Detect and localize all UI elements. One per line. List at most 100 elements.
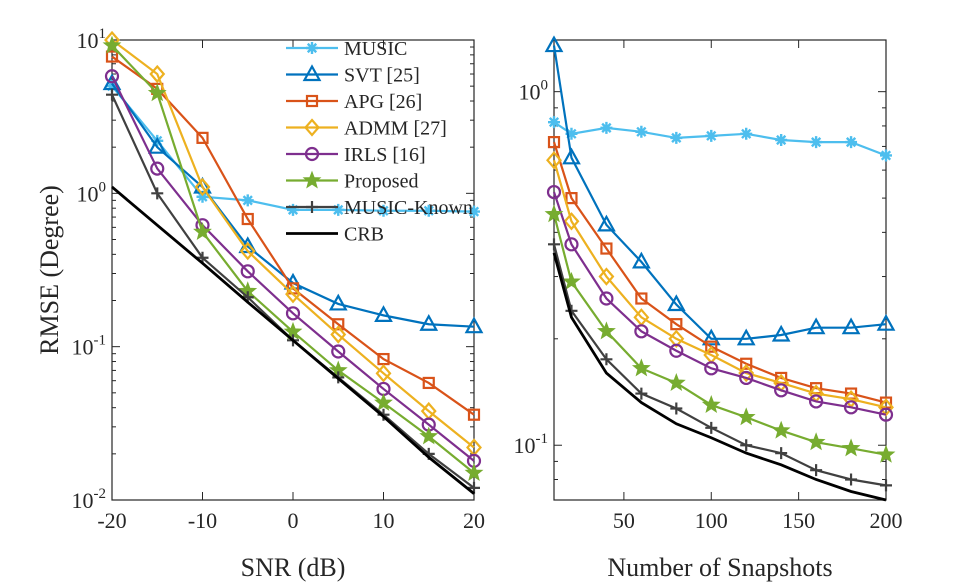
data-point-music_known xyxy=(880,479,892,492)
data-point-proposed xyxy=(374,392,393,411)
data-point-admm xyxy=(598,267,615,286)
legend-marker xyxy=(305,94,319,108)
data-point-music xyxy=(548,116,560,129)
data-point-svt xyxy=(147,136,167,154)
data-point-music_known xyxy=(810,464,823,477)
data-point-admm xyxy=(878,398,894,417)
data-point-proposed xyxy=(193,222,212,240)
data-point-svt xyxy=(631,251,651,269)
x-tick-label: 10 xyxy=(373,508,395,533)
series-line-admm xyxy=(552,159,887,409)
x-tick-label: -10 xyxy=(188,508,217,533)
data-point-apg xyxy=(740,357,753,370)
data-point-music xyxy=(565,127,578,140)
data-point-music_known xyxy=(775,447,788,460)
data-point-apg xyxy=(600,242,613,255)
y-tick-label: 10-2 xyxy=(72,486,107,513)
data-point-svt xyxy=(771,324,791,342)
legend-entry-proposed: Proposed xyxy=(286,171,418,193)
y-axis-label: RMSE (Degree) xyxy=(35,185,64,355)
data-point-apg xyxy=(422,376,435,390)
data-point-music xyxy=(241,194,254,207)
data-point-music_known xyxy=(845,473,858,486)
data-point-svt xyxy=(328,293,348,311)
data-point-admm xyxy=(285,284,301,304)
data-point-music xyxy=(600,121,613,134)
data-point-apg xyxy=(565,191,578,205)
data-point-admm xyxy=(375,364,392,383)
series-apg xyxy=(547,136,893,409)
data-point-music xyxy=(635,125,648,138)
series-music xyxy=(548,116,892,162)
data-point-music xyxy=(775,133,788,146)
data-point-proposed xyxy=(464,463,484,482)
data-point-irls xyxy=(285,306,301,321)
legend-marker xyxy=(302,64,322,82)
data-point-music_known xyxy=(705,421,718,434)
data-point-svt xyxy=(562,147,581,165)
series-line-admm xyxy=(111,39,475,449)
data-point-irls xyxy=(739,370,754,386)
data-point-admm xyxy=(330,325,347,344)
data-point-proposed xyxy=(147,83,167,102)
x-tick-label: 150 xyxy=(782,508,815,533)
data-point-music_known xyxy=(151,187,164,200)
data-point-apg xyxy=(105,50,119,63)
legend-label: Proposed xyxy=(344,171,418,193)
legend-entry-apg: APG [26] xyxy=(286,91,422,113)
data-point-apg xyxy=(670,318,683,331)
y-tick-label: 10-1 xyxy=(72,333,107,360)
data-point-admm xyxy=(239,241,256,261)
data-point-svt xyxy=(841,317,861,335)
series-music_known xyxy=(548,238,892,492)
data-point-music xyxy=(740,127,753,140)
data-point-apg xyxy=(332,318,345,331)
legend-entry-crb: CRB xyxy=(286,224,384,246)
series-irls xyxy=(104,69,482,468)
data-point-proposed xyxy=(736,407,756,426)
x-tick-label: 200 xyxy=(870,508,903,533)
data-point-apg xyxy=(547,136,561,149)
data-point-music xyxy=(106,80,118,93)
data-point-irls xyxy=(240,264,255,279)
legend-entry-music: MUSIC xyxy=(286,38,407,60)
series-line-crb xyxy=(552,252,887,502)
series-admm xyxy=(104,30,482,457)
data-point-music_known xyxy=(106,88,118,101)
data-point-music xyxy=(468,205,480,218)
data-point-admm xyxy=(194,177,211,197)
series-line-irls xyxy=(111,75,475,462)
plot-frame xyxy=(553,39,887,501)
legend-entry-music_known: MUSIC-Known xyxy=(286,197,473,219)
legend-label: ADMM [27] xyxy=(344,118,447,140)
y-tick-label: 10-1 xyxy=(514,431,549,458)
data-point-admm xyxy=(546,151,562,170)
legend-marker xyxy=(304,118,320,137)
data-point-apg xyxy=(705,340,718,353)
data-point-irls xyxy=(878,407,894,422)
data-point-music xyxy=(196,190,209,203)
legend: MUSIC SVT [25] APG [26] ADMM [27] IRLS [16] P… xyxy=(286,38,473,246)
series-crb xyxy=(552,252,887,502)
data-point-irls xyxy=(599,291,614,306)
data-point-music_known xyxy=(548,238,560,251)
data-point-proposed xyxy=(562,271,581,290)
data-point-proposed xyxy=(631,358,651,377)
series-line-svt xyxy=(552,45,887,340)
y-tick-label: 100 xyxy=(519,78,549,105)
series-proposed xyxy=(544,204,896,463)
legend-label: MUSIC-Known xyxy=(344,197,473,219)
data-point-music xyxy=(670,131,683,144)
y-tick-label: 101 xyxy=(77,26,107,53)
x-tick-label: 50 xyxy=(613,508,635,533)
data-point-music_known xyxy=(635,387,648,400)
data-point-music_known xyxy=(600,353,613,366)
data-point-apg xyxy=(241,212,254,226)
legend-entry-admm: ADMM [27] xyxy=(286,118,447,140)
data-point-irls xyxy=(843,400,859,415)
data-point-irls xyxy=(634,324,649,339)
data-point-music_known xyxy=(670,402,683,415)
data-point-music xyxy=(377,204,390,217)
data-point-apg xyxy=(467,408,481,421)
legend-marker xyxy=(304,146,320,162)
